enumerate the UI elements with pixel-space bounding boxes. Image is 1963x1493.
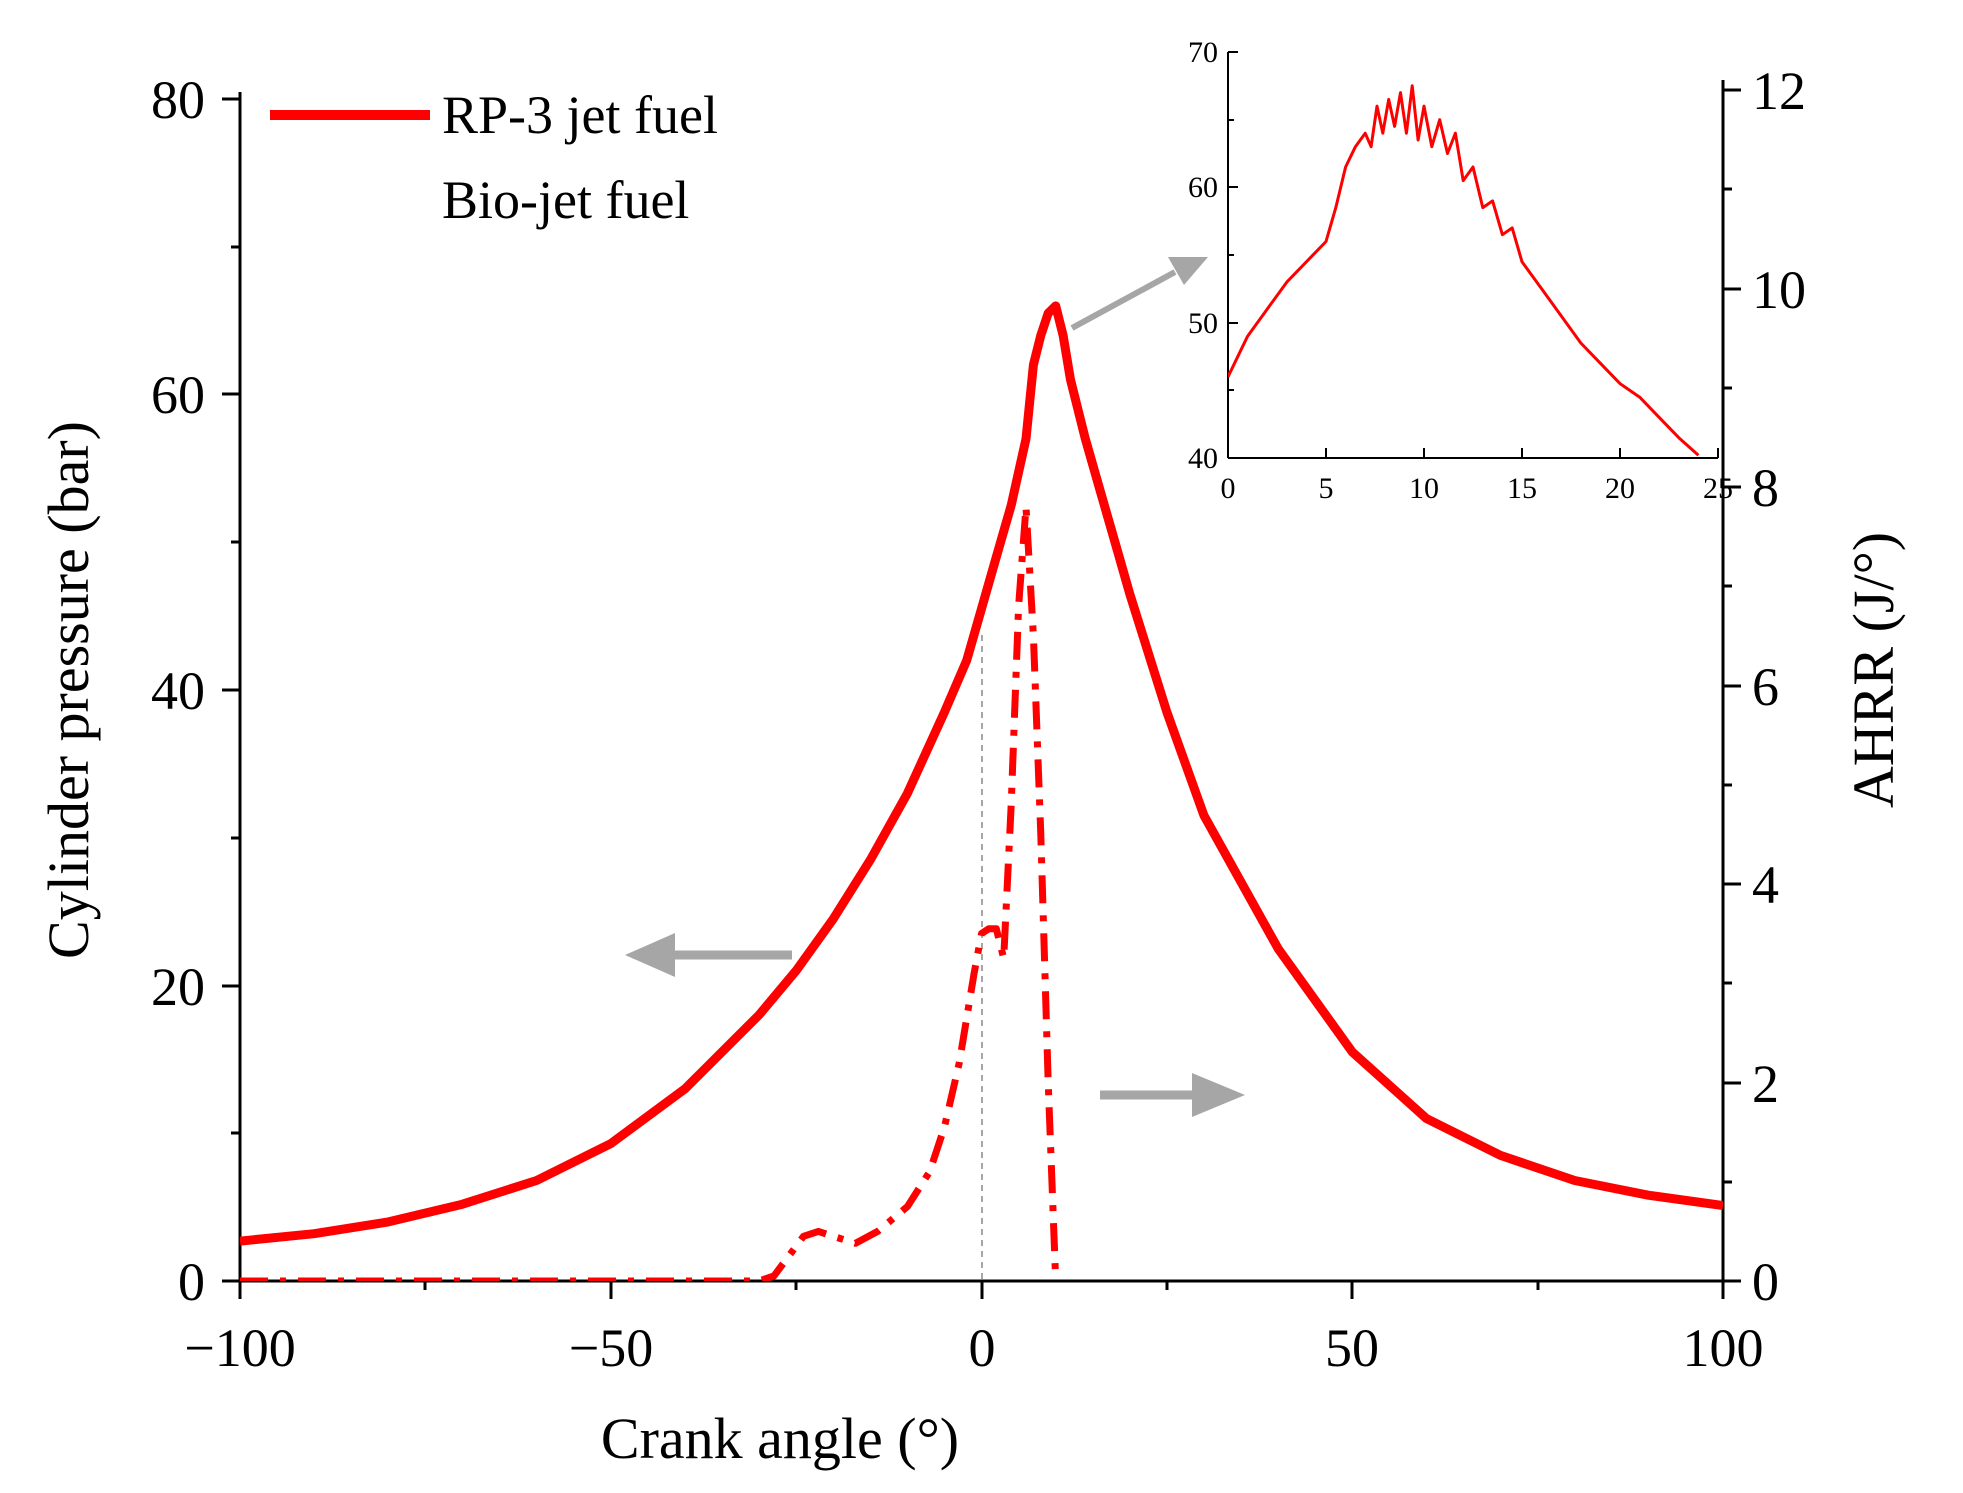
inset-plot: 40 50 60 70 0 5 10 15 20 25 [1188, 36, 1733, 505]
y-right-tick-label: 4 [1752, 855, 1779, 915]
legend-bio-label: Bio-jet fuel [442, 170, 689, 230]
x-axis-title: Crank angle (°) [601, 1406, 959, 1471]
legend-rp3-label: RP-3 jet fuel [442, 85, 718, 145]
y-right-tick-label: 2 [1752, 1054, 1779, 1114]
x-tick-label: −50 [569, 1318, 653, 1378]
x-tick-label: 100 [1683, 1318, 1764, 1378]
left-y-ticks [222, 97, 240, 1283]
inset-x-tick-label: 15 [1507, 472, 1537, 505]
inset-x-tick-label: 5 [1319, 472, 1334, 505]
y-right-tick-label: 0 [1752, 1252, 1779, 1312]
inset-series-group [1228, 84, 1700, 457]
arrow-to-inset-icon [1070, 257, 1208, 331]
series-line-pressure [240, 301, 1723, 1246]
right-y-ticks [1723, 88, 1741, 1283]
x-tick-label: 0 [969, 1318, 996, 1378]
y-left-tick-label: 60 [151, 365, 205, 425]
inset-y-tick-label: 40 [1188, 442, 1218, 475]
inset-x-tick-label: 0 [1221, 472, 1236, 505]
legend: RP-3 jet fuel Bio-jet fuel [270, 85, 718, 230]
inset-y-tick-label: 60 [1188, 171, 1218, 204]
x-tick-label: −100 [184, 1318, 295, 1378]
main-series-group [240, 301, 1723, 1281]
y-left-tick-label: 80 [151, 70, 205, 130]
y-left-tick-label: 40 [151, 661, 205, 721]
inset-x-tick-label: 20 [1605, 472, 1635, 505]
y-right-tick-label: 6 [1752, 657, 1779, 717]
x-tick-label: 50 [1325, 1318, 1379, 1378]
y-right-tick-label: 10 [1752, 260, 1806, 320]
inset-y-ticks [1228, 51, 1238, 459]
series-line-ahrr [240, 503, 1060, 1281]
y-right-axis-title: AHRR (J/°) [1841, 532, 1906, 808]
inset-x-ticks [1227, 448, 1719, 458]
main-plot: 0 20 40 60 80 −100 −50 0 50 100 [36, 61, 1906, 1471]
inset-y-tick-label: 50 [1188, 307, 1218, 340]
inset-x-tick-label: 25 [1703, 472, 1733, 505]
y-right-tick-label: 8 [1752, 458, 1779, 518]
y-right-tick-label: 12 [1752, 61, 1806, 121]
inset-series-line [1228, 84, 1700, 457]
y-left-tick-label: 20 [151, 957, 205, 1017]
y-left-axis-title: Cylinder pressure (bar) [36, 421, 101, 959]
x-ticks [238, 1281, 1725, 1299]
inset-x-tick-label: 10 [1409, 472, 1439, 505]
arrow-right-icon [1100, 1073, 1245, 1117]
arrow-left-icon [625, 933, 792, 977]
inset-y-tick-label: 70 [1188, 36, 1218, 69]
annotation-arrows [625, 257, 1245, 1117]
y-left-tick-label: 0 [178, 1252, 205, 1312]
